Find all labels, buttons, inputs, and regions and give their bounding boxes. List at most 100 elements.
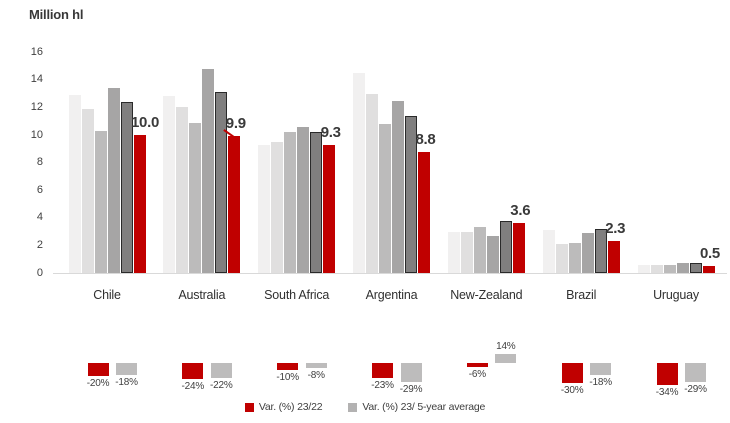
history-bar — [271, 141, 284, 273]
variation-value-label: -6% — [468, 368, 486, 380]
variation-value-label: -8% — [307, 370, 325, 382]
variation-value-label: -18% — [589, 376, 612, 388]
history-bar — [637, 264, 650, 273]
history-bar — [310, 132, 323, 273]
value-label: 9.3 — [320, 123, 341, 141]
history-bar — [555, 244, 568, 273]
value-label: 0.5 — [700, 245, 720, 263]
current-year-bar — [607, 241, 620, 273]
variation-bar-5yr — [116, 363, 137, 375]
chart-legend: Var. (%) 23/22 Var. (%) 23/ 5-year avera… — [0, 401, 730, 413]
variation-value-label: -29% — [399, 384, 423, 396]
x-axis-label: Uruguay — [653, 288, 699, 302]
y-axis-title: Million hl — [29, 7, 84, 22]
history-bar — [215, 92, 228, 273]
history-bar — [663, 264, 676, 273]
history-bar — [460, 231, 473, 273]
variation-bar-23-22 — [87, 363, 109, 377]
history-bar — [107, 88, 120, 273]
variation-value-label: -30% — [560, 384, 584, 396]
variation-bar-5yr — [210, 363, 232, 378]
history-bar — [568, 242, 581, 273]
history-bar — [486, 235, 499, 273]
history-bar — [297, 126, 310, 273]
history-bar — [120, 101, 133, 273]
y-tick-label: 16 — [30, 45, 43, 58]
value-label: 2.3 — [605, 220, 626, 238]
variation-value-label: -23% — [371, 380, 394, 392]
y-tick-label: 6 — [36, 183, 43, 196]
history-bar — [81, 108, 94, 273]
history-bar — [284, 132, 297, 273]
history-bar — [258, 144, 271, 273]
history-bar — [650, 264, 663, 273]
history-bar — [594, 228, 607, 273]
history-bar — [689, 263, 702, 273]
history-bar — [68, 94, 81, 273]
legend-label-var-5yr: Var. (%) 23/ 5-year average — [362, 401, 486, 413]
x-axis-label: Chile — [93, 288, 121, 302]
value-label: 9.9 — [225, 115, 246, 133]
grey-swatch-icon — [348, 402, 358, 412]
value-label: 8.8 — [415, 130, 436, 148]
y-tick-label: 10 — [30, 128, 43, 141]
variation-bar-5yr — [495, 353, 517, 363]
current-year-bar — [512, 223, 525, 273]
history-bar — [379, 123, 391, 273]
variation-bar-23-22 — [372, 363, 393, 379]
variation-bar-5yr — [590, 363, 612, 375]
variation-value-label: -20% — [86, 378, 110, 390]
history-bar — [176, 107, 189, 273]
red-swatch-icon — [244, 402, 254, 412]
variation-bar-23-22 — [182, 363, 204, 379]
variation-bar-23-22 — [656, 363, 678, 386]
y-tick-label: 12 — [30, 100, 43, 113]
x-axis-label: Australia — [178, 288, 226, 302]
y-tick-label: 2 — [36, 238, 43, 251]
history-bar — [94, 130, 107, 273]
x-axis-label: Argentina — [365, 288, 418, 302]
x-axis-line — [53, 272, 727, 274]
variation-value-label: -29% — [684, 384, 707, 396]
variation-bar-23-22 — [277, 363, 299, 370]
history-bar — [405, 115, 417, 273]
variation-bar-5yr — [400, 363, 422, 383]
variation-value-label: -22% — [210, 379, 233, 391]
variation-value-label: -34% — [655, 387, 679, 399]
variation-value-label: -10% — [276, 371, 299, 383]
history-bar — [542, 230, 555, 273]
y-tick-label: 4 — [36, 211, 43, 224]
history-bar — [473, 227, 486, 273]
x-axis-label: New-Zealand — [450, 288, 523, 302]
variation-value-label: -24% — [181, 380, 205, 392]
y-tick-label: 0 — [36, 266, 43, 279]
history-bar — [163, 96, 176, 273]
current-year-bar — [418, 151, 430, 273]
variation-bar-5yr — [305, 363, 327, 369]
variation-bar-23-22 — [466, 363, 488, 367]
variation-value-label: -18% — [115, 376, 138, 388]
history-bar — [447, 231, 460, 273]
variation-bar-23-22 — [561, 363, 583, 383]
y-tick-label: 8 — [36, 156, 43, 169]
current-year-bar — [323, 144, 336, 273]
history-bar — [366, 93, 378, 273]
current-year-bar — [228, 136, 241, 273]
legend-item-var-23-22: Var. (%) 23/22 — [244, 401, 323, 413]
variation-value-label: 14% — [496, 340, 516, 352]
history-bar — [189, 122, 202, 273]
value-label: 3.6 — [510, 202, 531, 220]
legend-item-var-5yr: Var. (%) 23/ 5-year average — [348, 401, 485, 413]
y-tick-label: 14 — [30, 73, 43, 86]
history-bar — [353, 72, 365, 273]
history-bar — [581, 232, 594, 273]
x-axis-label: Brazil — [566, 288, 597, 302]
history-bar — [676, 263, 689, 273]
legend-label-var-23-22: Var. (%) 23/22 — [258, 401, 323, 413]
variation-bar-5yr — [685, 363, 706, 383]
x-axis-label: South Africa — [264, 288, 330, 302]
history-bar — [499, 220, 512, 273]
current-year-bar — [133, 135, 146, 273]
history-bar — [392, 100, 404, 273]
